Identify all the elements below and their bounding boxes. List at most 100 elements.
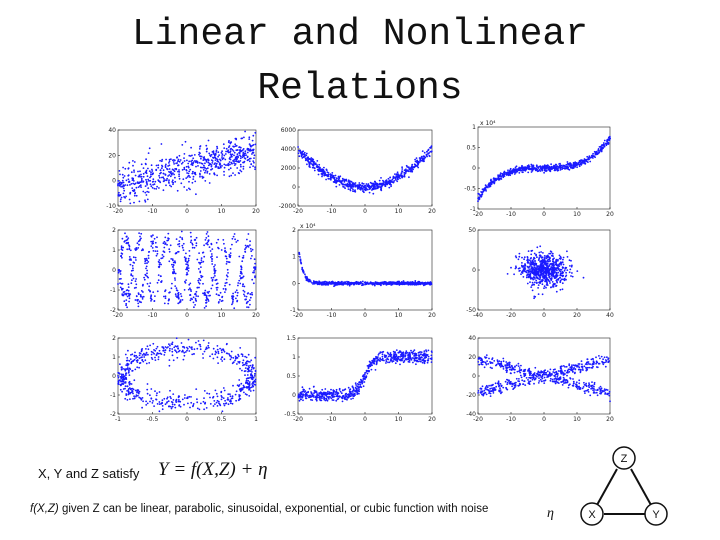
y-tick-label: 20 [108, 152, 116, 159]
scatter-point [149, 183, 152, 186]
scatter-point [167, 165, 170, 167]
scatter-point [188, 180, 190, 183]
scatter-point [192, 178, 195, 181]
scatter-point [178, 177, 181, 180]
scatter-point [179, 159, 182, 161]
scatter-point [219, 159, 222, 162]
scatter-point [230, 154, 233, 157]
scatter-point [223, 170, 225, 173]
scatter-point [248, 138, 251, 141]
scatter-point [172, 161, 175, 163]
scatter-point [246, 156, 249, 159]
scatter-point [158, 176, 161, 179]
scatter-point [122, 184, 125, 187]
scatter-point [189, 155, 192, 157]
scatter-point [198, 161, 201, 164]
scatter-point [118, 191, 120, 194]
scatter-point [150, 185, 153, 188]
scatter-point [165, 179, 168, 182]
scatter-point [166, 177, 169, 180]
scatter-point [213, 163, 216, 166]
scatter-point [177, 170, 179, 173]
scatter-point [144, 191, 147, 194]
scatter-point [134, 174, 137, 177]
scatter-point [148, 170, 151, 173]
scatter-point [199, 152, 201, 155]
scatter-point [197, 165, 199, 167]
x-tick-label: 0 [185, 208, 189, 215]
scatter-point [169, 184, 171, 187]
scatter-point [205, 144, 208, 147]
scatter-point [199, 172, 201, 175]
scatter-point [144, 162, 147, 165]
scatter-point [164, 165, 167, 167]
scatter-point [237, 161, 240, 163]
scatter-point [171, 179, 174, 182]
scatter-point [218, 163, 221, 166]
scatter-point [133, 194, 136, 197]
scatter-point [172, 183, 174, 186]
scatter-point [184, 140, 187, 143]
scatter-point [239, 160, 242, 162]
scatter-point [164, 166, 167, 169]
scatter-point [168, 160, 171, 163]
scatter-point [132, 160, 134, 162]
scatter-point [224, 153, 227, 155]
scatter-point [235, 156, 238, 159]
scatter-point [253, 157, 255, 160]
scatter-point [127, 178, 130, 181]
scatter-point [204, 169, 207, 172]
scatter-point [252, 165, 255, 168]
scatter-point [145, 172, 148, 175]
scatter-point [144, 199, 146, 202]
scatter-point [205, 150, 208, 153]
scatter-point [217, 166, 220, 169]
slide-title: Linear and Nonlinear Relations [100, 8, 620, 116]
scatter-point [125, 179, 128, 182]
scatter-point [232, 172, 234, 175]
scatter-point [133, 161, 136, 163]
scatter-point [202, 176, 205, 179]
scatter-point [221, 153, 224, 156]
scatter-point [209, 154, 211, 157]
scatter-point [132, 180, 135, 182]
scatter-point [211, 160, 214, 162]
scatter-point [206, 170, 209, 173]
scatter-point [119, 173, 121, 176]
scatter-point [237, 156, 240, 159]
scatter-point [170, 185, 173, 188]
scatter-point [229, 150, 232, 153]
scatter-point [194, 173, 197, 176]
scatter-point [178, 173, 181, 176]
scatter-point [200, 157, 202, 160]
scatter-point [148, 147, 151, 150]
scatter-point [210, 153, 213, 156]
scatter-point [129, 202, 132, 205]
scatter-point [152, 180, 155, 183]
scatter-point [233, 154, 235, 157]
scatter-point [229, 167, 232, 170]
scatter-point [118, 170, 121, 172]
scatter-point [173, 163, 176, 165]
scatter-point [192, 162, 195, 165]
scatter-point [188, 160, 191, 163]
scatter-point [153, 183, 156, 186]
scatter-point [205, 159, 208, 162]
scatter-point [173, 173, 176, 176]
scatter-point [210, 168, 212, 171]
y-tick-label: 40 [108, 127, 116, 134]
scatter-point [150, 173, 152, 176]
scatter-point [130, 171, 133, 174]
scatter-point [221, 158, 224, 161]
scatter-point [239, 157, 242, 160]
scatter-point [194, 180, 197, 183]
scatter-point [242, 165, 245, 168]
scatter-point [215, 149, 218, 152]
scatter-point [149, 176, 151, 179]
scatter-point [223, 154, 226, 157]
title-line-1: Linear and Nonlinear [131, 13, 589, 56]
scatter-point [191, 181, 194, 184]
scatter-point [188, 170, 191, 173]
scatter-point [251, 153, 253, 155]
scatter-point [212, 151, 215, 154]
